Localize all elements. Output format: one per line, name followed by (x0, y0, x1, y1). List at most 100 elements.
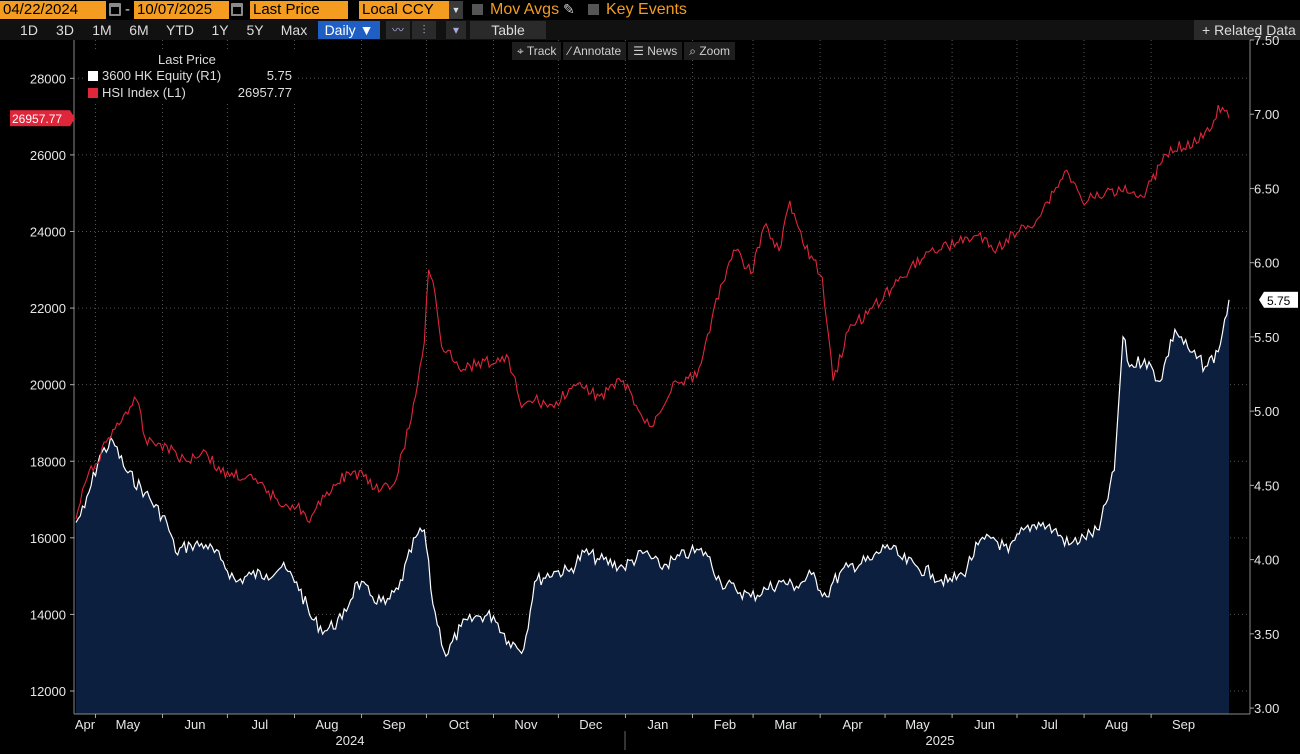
start-date-field[interactable]: 04/22/2024 (0, 1, 106, 19)
annotate-label: Annotate (573, 44, 622, 58)
right-tick-label: 4.50 (1254, 478, 1279, 493)
hsi-last-value: 26957.77 (12, 112, 62, 126)
key-events-checkbox[interactable] (588, 4, 599, 15)
x-month-label: Mar (774, 717, 797, 732)
hsi-tag-arrow (70, 110, 75, 127)
key-events-label[interactable]: Key Events (606, 1, 687, 18)
range-max-button[interactable]: Max (280, 22, 308, 38)
x-month-label: May (905, 717, 930, 732)
mov-avgs-label[interactable]: Mov Avgs (490, 1, 560, 18)
left-tick-label: 28000 (30, 71, 66, 86)
x-month-label: Dec (579, 717, 603, 732)
hsi-last-tag (10, 110, 70, 127)
x-month-label: Apr (75, 717, 96, 732)
left-tick-label: 26000 (30, 148, 66, 163)
legend-header: Last Price (158, 52, 216, 67)
range-1d-button[interactable]: 1D (20, 22, 38, 38)
news-tool[interactable]: ☰ News (628, 42, 683, 60)
legend-row-hsi: HSI Index (L1) 26957.77 (88, 85, 294, 100)
table-button[interactable]: Table (470, 21, 546, 39)
chart-grid (74, 40, 1250, 714)
x-month-label: May (116, 717, 141, 732)
range-ytd-button[interactable]: YTD (166, 22, 194, 38)
calendar-icon[interactable] (231, 3, 243, 16)
right-tick-label: 3.00 (1254, 701, 1279, 716)
frequency-select[interactable]: Daily ▼ (318, 21, 380, 39)
legend-value-hsi: 26957.77 (237, 85, 292, 100)
x-month-label: Aug (1105, 717, 1128, 732)
legend-value-equity: 5.75 (266, 68, 292, 83)
left-tick-label: 24000 (30, 224, 66, 239)
legend-swatch-equity (88, 71, 98, 81)
right-tick-label: 6.00 (1254, 256, 1279, 271)
equity-line (75, 299, 1230, 658)
x-month-label: Feb (714, 717, 736, 732)
track-label: Track (526, 44, 557, 58)
x-month-label: Jun (184, 717, 205, 732)
right-tick-label: 5.00 (1254, 404, 1279, 419)
right-tick-label: 3.50 (1254, 627, 1279, 642)
x-month-label: Sep (382, 717, 405, 732)
range-3d-button[interactable]: 3D (56, 22, 74, 38)
right-tick-label: 4.00 (1254, 553, 1279, 568)
legend-label-equity: 3600 HK Equity (R1) (102, 68, 222, 83)
chart-legend: Last Price 3600 HK Equity (R1) 5.75 HSI … (84, 50, 298, 104)
legend-row-equity: 3600 HK Equity (R1) 5.75 (88, 68, 294, 83)
x-month-label: Oct (449, 717, 470, 732)
zoom-label: Zoom (699, 44, 731, 58)
chart-tools: ⌖ Track ⁄ Annotate ☰ News ⌕ Zoom (512, 42, 736, 60)
date-separator: - (125, 1, 130, 18)
zoom-tool[interactable]: ⌕ Zoom (684, 42, 736, 60)
x-month-label: Nov (514, 717, 538, 732)
x-month-label: Aug (315, 717, 338, 732)
range-5y-button[interactable]: 5Y (246, 22, 264, 38)
right-tick-label: 6.50 (1254, 181, 1279, 196)
equity-tag-arrow (1259, 291, 1264, 308)
news-label: News (647, 44, 678, 58)
left-tick-label: 12000 (30, 684, 66, 699)
x-month-label: Sep (1172, 717, 1195, 732)
right-tick-label: 5.50 (1254, 330, 1279, 345)
annotate-tool[interactable]: ⁄ Annotate (563, 42, 627, 60)
hsi-series (75, 104, 1230, 524)
mov-avgs-checkbox[interactable] (472, 4, 483, 15)
chart-axes: 12000 14000 16000 18000 20000 22000 24000 26000… (10, 33, 1298, 750)
left-tick-label: 22000 (30, 301, 66, 316)
left-tick-label: 20000 (30, 378, 66, 393)
equity-area (76, 299, 1229, 714)
currency-select[interactable]: Local CCY (359, 1, 449, 19)
left-tick-label: 16000 (30, 531, 66, 546)
top-toolbar: 04/22/2024 - 10/07/2025 Last Price Local… (0, 0, 1300, 20)
end-date-field[interactable]: 10/07/2025 (134, 1, 229, 19)
calendar-icon[interactable] (109, 3, 121, 16)
x-month-label: Jul (252, 717, 269, 732)
legend-swatch-hsi (88, 88, 98, 98)
bar-chart-icon[interactable]: ⫶ (412, 21, 436, 39)
related-data-button[interactable]: + Related Data (1194, 20, 1300, 40)
hsi-line (75, 104, 1230, 524)
price-field-select[interactable]: Last Price (250, 1, 348, 19)
year-label: 2024 (336, 733, 365, 748)
right-tick-label: 7.50 (1254, 33, 1279, 48)
x-month-label: Jul (1041, 717, 1058, 732)
range-1y-button[interactable]: 1Y (211, 22, 229, 38)
range-1m-button[interactable]: 1M (92, 22, 112, 38)
track-tool[interactable]: ⌖ Track (512, 42, 562, 60)
chevron-down-icon[interactable]: ▼ (449, 1, 463, 19)
chevron-down-icon[interactable]: ▾ (446, 21, 466, 39)
line-chart-icon[interactable]: 〰 (386, 21, 410, 39)
equity-last-value: 5.75 (1267, 294, 1291, 308)
legend-label-hsi: HSI Index (L1) (102, 85, 186, 100)
range-6m-button[interactable]: 6M (129, 22, 149, 38)
equity-series (75, 299, 1230, 714)
year-label: 2025 (926, 733, 955, 748)
equity-last-tag (1264, 291, 1298, 308)
left-tick-label: 14000 (30, 607, 66, 622)
x-month-label: Jan (647, 717, 668, 732)
left-tick-label: 18000 (30, 454, 66, 469)
x-month-label: Apr (842, 717, 863, 732)
right-tick-label: 7.00 (1254, 107, 1279, 122)
x-month-label: Jun (974, 717, 995, 732)
pencil-icon[interactable]: ✎ (563, 1, 575, 17)
